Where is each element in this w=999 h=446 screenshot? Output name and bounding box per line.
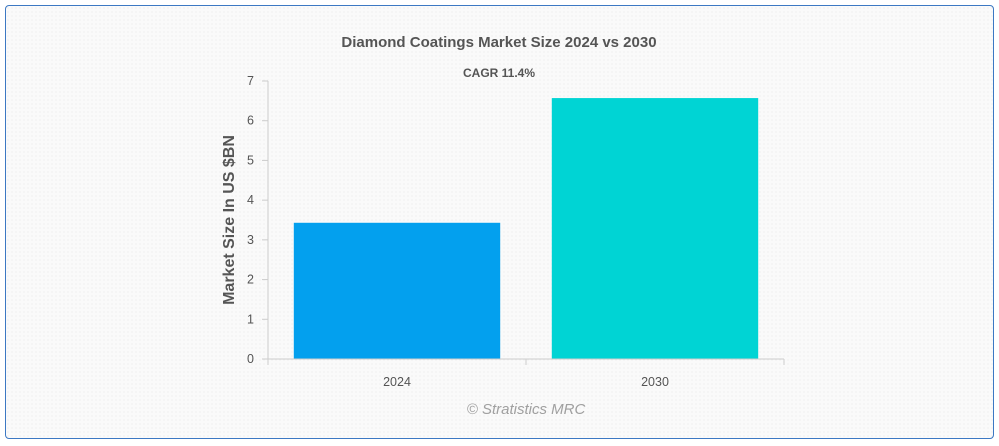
- y-tick-label: 7: [247, 74, 254, 88]
- y-tick-label: 2: [247, 273, 254, 287]
- bar-2030[interactable]: [551, 98, 759, 359]
- chart-title: Diamond Coatings Market Size 2024 vs 203…: [341, 34, 656, 51]
- bar-2024[interactable]: [293, 222, 501, 359]
- bars: [293, 98, 759, 359]
- y-axis-label: Market Size In US $BN: [221, 135, 238, 305]
- x-axis: 2024 2030: [267, 358, 785, 389]
- chart-container: [5, 5, 994, 439]
- y-tick-label: 0: [247, 352, 254, 366]
- chart-subtitle: CAGR 11.4%: [463, 66, 535, 80]
- y-tick-label: 1: [247, 312, 254, 326]
- y-tick-label: 4: [247, 193, 254, 207]
- y-axis: 0 1 2 3 4 5 6 7: [247, 74, 269, 366]
- y-tick-label: 3: [247, 233, 254, 247]
- x-tick-label: 2024: [383, 375, 411, 389]
- y-tick-label: 6: [247, 114, 254, 128]
- x-tick-label: 2030: [641, 375, 669, 389]
- credit-text: © Stratistics MRC: [467, 401, 586, 418]
- y-tick-label: 5: [247, 153, 254, 167]
